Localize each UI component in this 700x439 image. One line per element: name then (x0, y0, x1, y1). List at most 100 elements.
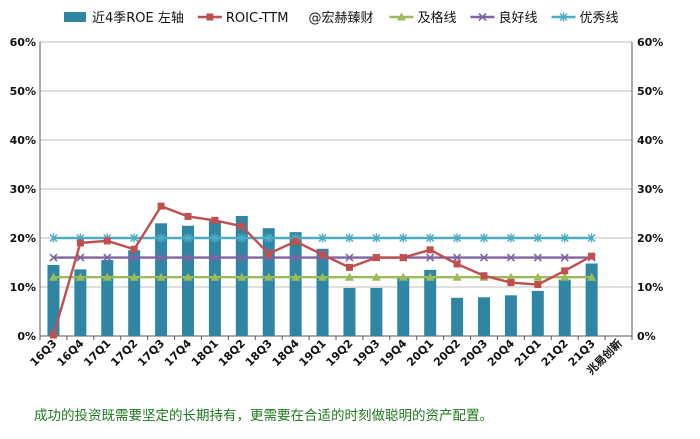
point-marker (425, 272, 435, 281)
bar (370, 287, 383, 336)
point-marker (264, 272, 274, 281)
x-tick-label: 18Q3 (243, 337, 275, 369)
point-marker (480, 233, 488, 243)
point-marker (103, 237, 111, 245)
x-tick-label: 18Q1 (189, 337, 221, 369)
point-marker (211, 216, 219, 224)
y-tick-label-left: 30% (10, 183, 36, 196)
point-marker (587, 272, 597, 281)
y-tick-label-left: 40% (10, 134, 36, 147)
y-tick-label-left: 50% (10, 85, 36, 98)
point-marker (319, 251, 327, 259)
point-marker (318, 233, 327, 243)
y-tick-label-left: 20% (10, 232, 36, 245)
point-marker (49, 253, 58, 262)
bar (585, 263, 598, 336)
x-tick-label: 19Q2 (324, 337, 356, 369)
point-marker (76, 239, 84, 247)
point-marker (560, 233, 569, 243)
bar (316, 248, 329, 336)
point-marker (102, 272, 112, 281)
point-marker (157, 253, 166, 262)
point-marker (345, 233, 354, 243)
point-marker (184, 233, 192, 243)
point-marker (156, 272, 166, 281)
x-tick-label: 17Q4 (162, 337, 194, 369)
bar (128, 250, 141, 336)
point-marker (49, 233, 58, 243)
x-tick-label: 19Q4 (377, 337, 409, 369)
point-marker (206, 13, 214, 21)
point-marker (318, 272, 328, 281)
y-tick-label-right: 0% (637, 330, 656, 343)
point-marker (506, 272, 516, 281)
point-marker (507, 279, 515, 287)
legend-swatch (64, 12, 86, 22)
point-marker (292, 237, 300, 245)
y-tick-label-left: 0% (17, 330, 36, 343)
legend-label: 及格线 (417, 10, 456, 26)
point-marker (183, 272, 193, 281)
point-marker (345, 263, 353, 271)
point-marker (533, 233, 542, 243)
bar (478, 297, 490, 336)
point-marker (344, 272, 354, 281)
x-tick-label: 21Q1 (512, 337, 544, 369)
point-marker (237, 233, 246, 243)
x-tick-label: 17Q1 (81, 337, 113, 369)
bar (451, 297, 464, 336)
point-marker (398, 272, 408, 281)
y-tick-label-right: 30% (637, 183, 663, 196)
point-marker (506, 253, 515, 262)
x-tick-label: 21Q2 (539, 337, 571, 369)
point-marker (453, 260, 461, 268)
point-marker (560, 272, 570, 281)
point-marker (426, 253, 435, 262)
legend-label: 良好线 (498, 10, 537, 26)
legend-label: 近4季ROE 左轴 (92, 11, 184, 26)
bar (343, 287, 356, 336)
bar (397, 278, 410, 336)
point-marker (399, 233, 408, 243)
point-marker (130, 233, 139, 243)
x-tick-label: 19Q1 (297, 337, 329, 369)
y-tick-label-right: 50% (637, 85, 663, 98)
x-tick-label: 18Q4 (270, 337, 302, 369)
point-marker (103, 253, 112, 262)
watermark-text: @宏赫臻财 (308, 11, 373, 26)
x-tick-label: 20Q2 (431, 337, 463, 369)
point-marker (265, 250, 273, 258)
bar (531, 290, 544, 336)
point-marker (560, 253, 569, 262)
point-marker (291, 272, 301, 281)
point-marker (534, 281, 542, 289)
point-marker (372, 233, 381, 243)
point-marker (533, 253, 542, 262)
point-marker (210, 272, 220, 281)
point-marker (452, 272, 462, 281)
point-marker (559, 12, 568, 22)
point-marker (210, 233, 219, 243)
x-tick-label: 18Q2 (216, 337, 248, 369)
bar (289, 232, 302, 336)
point-marker (453, 253, 462, 262)
point-marker (157, 233, 166, 243)
bar (504, 295, 517, 336)
point-marker (237, 253, 246, 262)
y-tick-label-left: 10% (10, 281, 36, 294)
point-marker (533, 272, 543, 281)
point-marker (372, 254, 380, 262)
x-tick-label: 20Q1 (404, 337, 436, 369)
point-marker (129, 272, 139, 281)
chart-caption: 成功的投资既需要坚定的长期持有，更需要在合适的时刻做聪明的资产配置。 (34, 408, 493, 424)
point-marker (371, 272, 381, 281)
bar (424, 269, 437, 336)
x-tick-label: 20Q4 (485, 337, 517, 369)
x-tick-label: 20Q3 (458, 337, 490, 369)
point-marker (396, 12, 406, 21)
point-marker (561, 267, 569, 275)
point-marker (49, 331, 57, 339)
point-marker (75, 272, 85, 281)
x-tick-label: 19Q3 (350, 337, 382, 369)
